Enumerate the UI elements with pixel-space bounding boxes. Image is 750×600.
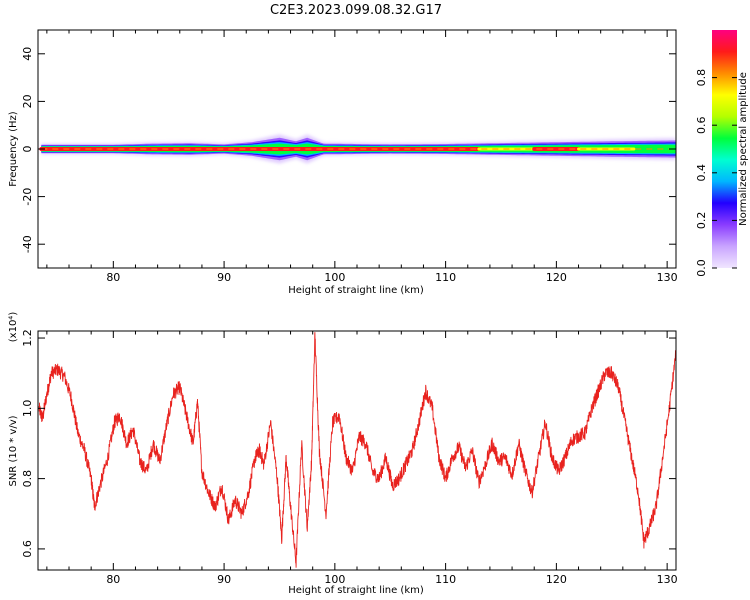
colorbar-tick-label: 0.8	[695, 69, 708, 87]
spectral-band	[39, 134, 676, 164]
colorbar-tick-label: 0.0	[695, 259, 708, 277]
snr-series-line	[38, 332, 676, 568]
colorbar-gradient	[712, 30, 737, 268]
snr-xtick-label: 100	[324, 573, 345, 586]
spectrogram-xtick-label: 130	[657, 271, 678, 284]
spectrogram-ticks: 80 90 100 110 120 130 -40 -20 0 20 40	[21, 30, 678, 284]
spectrogram-ytick-label: 40	[21, 47, 34, 61]
spectrogram-panel: 80 90 100 110 120 130 -40 -20 0 20 40 Height of st…	[8, 29, 678, 296]
spectrogram-frame	[37, 29, 677, 269]
snr-y-multiplier: (x10⁴)	[8, 312, 19, 343]
snr-ytick-label: 1.0	[21, 400, 34, 418]
spectrogram-xtick-label: 90	[217, 271, 231, 284]
snr-ytick-label: 0.8	[21, 470, 34, 488]
spectrogram-y-axis-label: Frequency (Hz)	[8, 111, 19, 187]
snr-panel: 80 90 100 110 120 130 0.6 0.8 1.0 1.2 Height of s…	[8, 312, 678, 596]
snr-xtick-label: 130	[657, 573, 678, 586]
snr-ticks: 80 90 100 110 120 130 0.6 0.8 1.0 1.2	[21, 329, 678, 586]
snr-plot-area	[38, 331, 676, 570]
colorbar-label: Normalized spectral amplitude	[738, 72, 749, 226]
spectrogram-xtick-label: 80	[106, 271, 120, 284]
snr-frame	[37, 330, 677, 571]
snr-y-axis-label: SNR (10 * v/v)	[8, 415, 19, 486]
spectrogram-ytick-label: 20	[21, 94, 34, 108]
colorbar-ticks: 0.0 0.2 0.4 0.6 0.8	[695, 69, 737, 277]
colorbar-tick-label: 0.2	[695, 212, 708, 230]
spectrogram-xtick-label: 110	[435, 271, 456, 284]
snr-ytick-label: 0.6	[21, 540, 34, 558]
spectrogram-ytick-label: -20	[21, 188, 34, 206]
spectrogram-ytick-label: -40	[21, 235, 34, 253]
colorbar: 0.0 0.2 0.4 0.6 0.8 Normalized spectral ampl…	[695, 30, 749, 277]
snr-ytick-label: 1.2	[21, 329, 34, 347]
spectrogram-x-axis-label: Height of straight line (km)	[288, 285, 424, 296]
snr-xtick-label: 110	[435, 573, 456, 586]
snr-xtick-label: 90	[217, 573, 231, 586]
snr-xtick-label: 120	[546, 573, 567, 586]
spectrogram-ytick-label: 0	[21, 146, 34, 153]
colorbar-tick-label: 0.4	[695, 164, 708, 182]
colorbar-tick-label: 0.6	[695, 116, 708, 134]
snr-xtick-label: 80	[106, 573, 120, 586]
figure-title: C2E3.2023.099.08.32.G17	[270, 3, 442, 18]
snr-x-axis-label: Height of straight line (km)	[288, 585, 424, 596]
spectrogram-xtick-label: 120	[546, 271, 567, 284]
spectrogram-xtick-label: 100	[324, 271, 345, 284]
